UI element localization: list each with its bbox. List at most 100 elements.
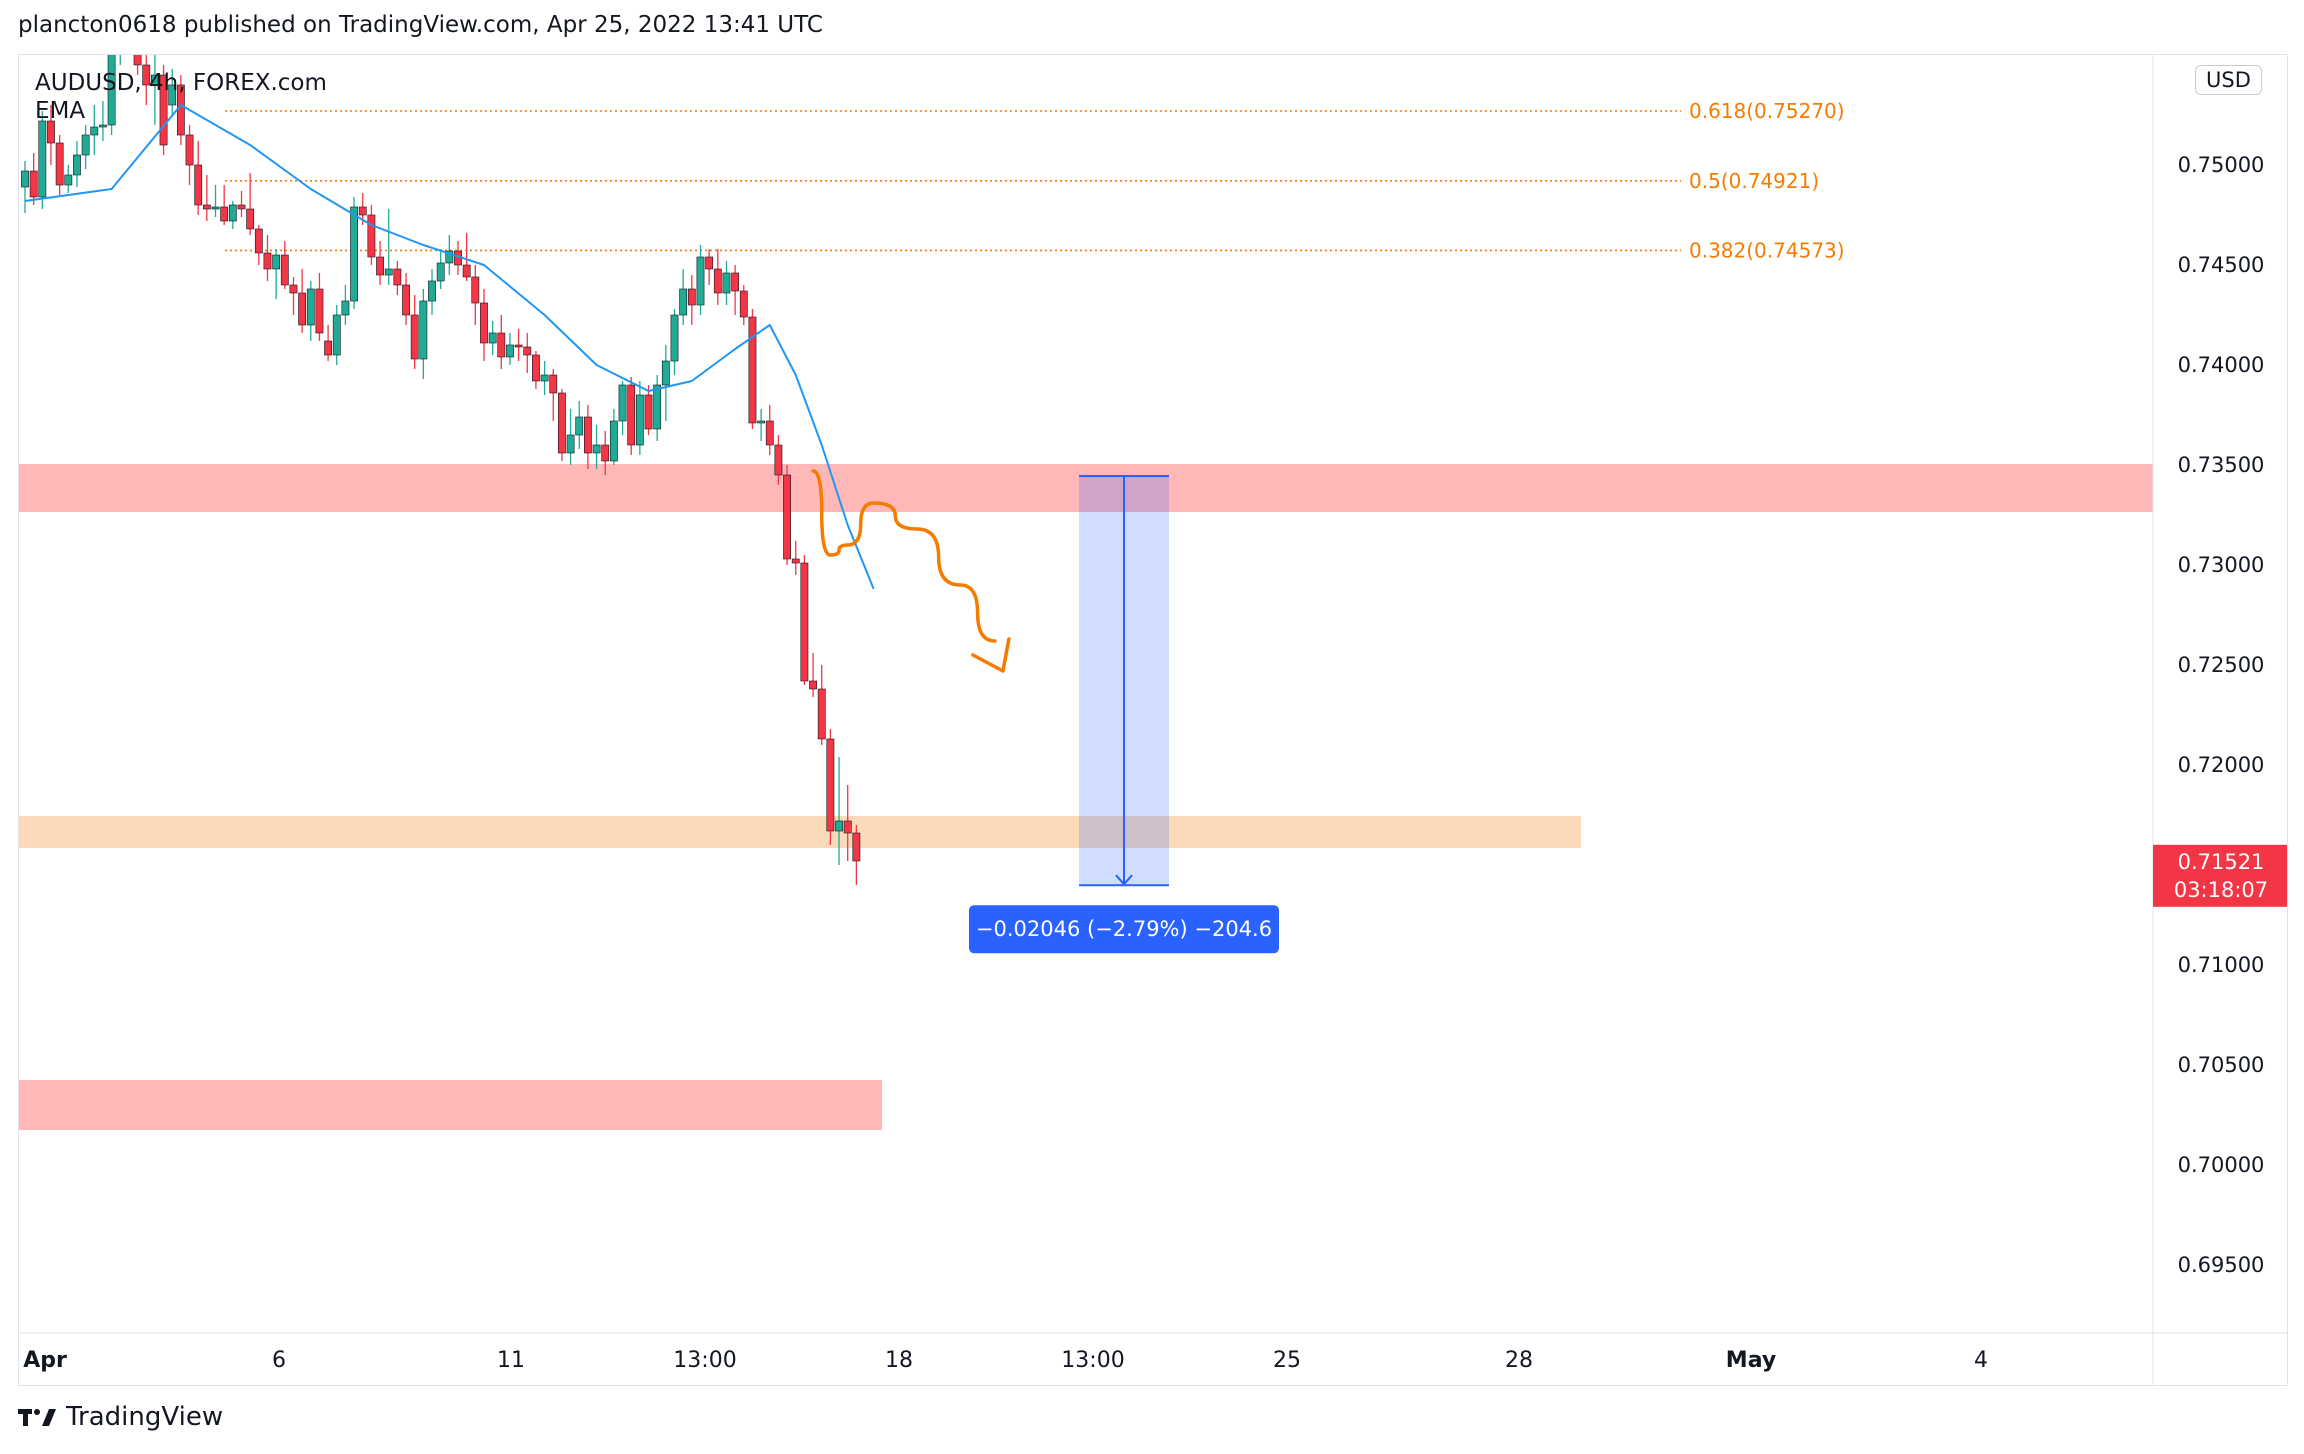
plot-area[interactable]: 0.618(0.75270) 0.5(0.74921) 0.382(0.74573)…: [19, 55, 2153, 1130]
measure-label-box[interactable]: [969, 905, 1279, 954]
candle[interactable]: [480, 289, 488, 361]
candle[interactable]: [99, 101, 107, 141]
candle[interactable]: [341, 285, 350, 325]
candle[interactable]: [644, 385, 653, 435]
chart-area[interactable]: 0.618(0.75270) 0.5(0.74921) 0.382(0.74573)…: [18, 54, 2288, 1386]
candle[interactable]: [748, 309, 757, 429]
candle[interactable]: [280, 241, 289, 289]
candle[interactable]: [38, 111, 47, 209]
candle[interactable]: [843, 785, 852, 861]
candle[interactable]: [55, 135, 64, 195]
candle[interactable]: [367, 205, 376, 265]
candle[interactable]: [64, 165, 73, 193]
candle[interactable]: [705, 249, 714, 285]
candle[interactable]: [428, 269, 436, 315]
candle[interactable]: [852, 825, 861, 885]
candle[interactable]: [117, 55, 124, 65]
candle[interactable]: [670, 309, 679, 375]
symbol-title[interactable]: AUDUSD, 4h, FOREX.com: [35, 70, 327, 96]
indicator-label[interactable]: EMA: [35, 98, 86, 124]
candle[interactable]: [393, 261, 402, 295]
candle[interactable]: [471, 265, 480, 325]
tradingview-logo[interactable]: TradingView: [18, 1402, 223, 1432]
candle[interactable]: [211, 185, 220, 217]
candle[interactable]: [783, 465, 791, 565]
candle[interactable]: [384, 209, 393, 285]
candle[interactable]: [21, 161, 29, 213]
lower-zone[interactable]: [19, 1080, 882, 1130]
candle[interactable]: [549, 369, 558, 421]
candle[interactable]: [410, 295, 419, 369]
candle[interactable]: [558, 389, 566, 461]
candle[interactable]: [246, 173, 255, 235]
time-axis[interactable]: Apr 6 11 13:00 18 13:00 25 28 May 4: [19, 1332, 2288, 1373]
candle[interactable]: [601, 431, 610, 475]
candle[interactable]: [575, 401, 584, 449]
candle[interactable]: [298, 269, 307, 333]
candle[interactable]: [627, 377, 636, 455]
candle[interactable]: [540, 361, 549, 395]
candle[interactable]: [185, 125, 194, 185]
candle[interactable]: [635, 381, 644, 455]
candle[interactable]: [73, 141, 81, 187]
candle[interactable]: [376, 241, 384, 285]
candle[interactable]: [722, 261, 731, 305]
current-price-badge[interactable]: [2153, 844, 2288, 907]
candle[interactable]: [228, 201, 237, 229]
candle[interactable]: [583, 405, 592, 469]
upper-resistance-zone[interactable]: [19, 464, 2153, 512]
candle[interactable]: [90, 105, 99, 155]
candle[interactable]: [107, 55, 116, 135]
candle[interactable]: [774, 435, 783, 485]
candle[interactable]: [800, 555, 809, 685]
candle[interactable]: [757, 409, 765, 441]
candle[interactable]: [289, 277, 298, 315]
candle[interactable]: [159, 65, 168, 155]
candle[interactable]: [142, 55, 151, 105]
candle[interactable]: [237, 191, 246, 217]
candle[interactable]: [488, 321, 497, 355]
candle[interactable]: [661, 345, 670, 421]
candle[interactable]: [679, 269, 688, 325]
candle[interactable]: [332, 305, 341, 365]
candle[interactable]: [687, 275, 696, 325]
candle[interactable]: [835, 757, 843, 865]
candle[interactable]: [497, 315, 506, 369]
candle[interactable]: [436, 249, 445, 289]
price-scale[interactable]: 0.75000 0.74500 0.74000 0.73500 0.73000 0.725…: [2152, 55, 2288, 1386]
candle[interactable]: [739, 285, 748, 325]
candle[interactable]: [133, 55, 142, 75]
candle[interactable]: [731, 265, 740, 315]
candle[interactable]: [532, 351, 540, 389]
candle[interactable]: [81, 125, 90, 169]
candle[interactable]: [791, 541, 800, 575]
candle[interactable]: [696, 245, 705, 315]
candle[interactable]: [402, 273, 410, 325]
currency-button[interactable]: USD: [2195, 65, 2262, 95]
candle[interactable]: [306, 281, 315, 341]
candle[interactable]: [151, 55, 159, 125]
candle[interactable]: [324, 325, 332, 361]
candle[interactable]: [506, 333, 514, 365]
candle[interactable]: [202, 175, 211, 221]
candle[interactable]: [254, 225, 263, 265]
candle[interactable]: [653, 375, 662, 441]
candle[interactable]: [168, 69, 177, 115]
candle[interactable]: [609, 409, 618, 465]
candle[interactable]: [514, 329, 523, 361]
candle[interactable]: [445, 235, 454, 275]
candle[interactable]: [194, 141, 203, 215]
ema-line[interactable]: [24, 104, 875, 590]
candle[interactable]: [462, 233, 471, 281]
candle[interactable]: [592, 425, 601, 469]
candle[interactable]: [220, 185, 229, 225]
candle[interactable]: [817, 665, 826, 745]
candle[interactable]: [566, 409, 575, 465]
candle[interactable]: [826, 729, 835, 845]
candle[interactable]: [809, 653, 817, 697]
candle[interactable]: [523, 333, 532, 373]
projection-curve[interactable]: [811, 469, 997, 643]
candle[interactable]: [272, 249, 281, 299]
support-zone[interactable]: [19, 816, 1581, 848]
candle[interactable]: [713, 249, 722, 305]
